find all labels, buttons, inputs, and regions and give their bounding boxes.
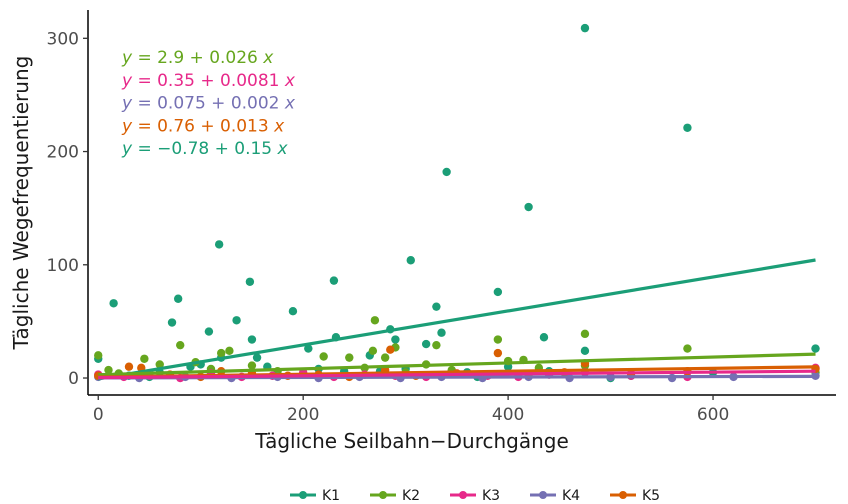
x-tick-label: 0 [93,405,104,425]
data-point-K1 [811,344,820,353]
data-point-K2 [104,365,113,375]
data-point-K1 [421,339,431,349]
legend-marker [299,491,307,499]
data-point-K1 [252,353,262,362]
data-point-K1 [173,294,183,303]
regression-equations: y = 2.9 + 0.026 x y = 0.35 + 0.0081 x y = … [121,48,296,159]
legend-item-K5: K5 [610,488,660,504]
data-point-K1 [214,240,224,249]
data-point-K2 [247,361,257,370]
data-point-K2 [580,329,590,339]
data-point-K1 [167,318,177,327]
legend-marker [539,491,547,499]
data-point-K2 [217,348,226,358]
data-point-K2 [368,346,378,356]
data-point-K1 [580,346,590,356]
data-point-K5 [386,345,395,354]
data-point-K1 [437,328,446,337]
data-point-K1 [524,202,533,212]
data-point-K2 [94,351,103,360]
legend-label: K4 [562,488,580,504]
data-point-K1 [539,333,549,342]
data-point-K1 [329,276,339,285]
y-tick-label: 200 [47,143,79,163]
legend-label: K1 [322,488,340,504]
legend-item-K4: K4 [530,488,580,504]
data-point-K5 [124,362,134,371]
data-point-K1 [109,299,118,308]
legend: K1 K2 K3 K4 K5 [290,488,660,504]
legend-item-K2: K2 [370,488,420,504]
equation-K4: y = 0.075 + 0.002 x [121,94,296,114]
regression-line-K1 [97,258,816,381]
x-tick-label: 400 [492,405,524,425]
x-tick-label: 200 [287,405,319,425]
axes: 0 200 400 600 0 100 200 300 Tägliche Seilbahn−Du… [9,10,836,453]
legend-marker [379,491,387,499]
legend-item-K1: K1 [290,488,340,504]
equation-K3: y = 0.35 + 0.0081 x [121,71,296,91]
data-point-K1 [683,123,692,132]
data-point-K2 [225,346,234,356]
y-axis-title: Tägliche Wegefrequentierung [9,56,33,351]
y-tick-label: 300 [47,29,79,49]
data-point-K2 [319,352,328,361]
data-point-K1 [204,327,214,336]
data-point-K2 [683,344,692,353]
data-point-K2 [493,335,503,344]
data-point-K2 [345,353,354,362]
data-point-K2 [155,360,164,369]
data-point-K1 [442,167,451,177]
data-point-K5 [493,348,503,358]
x-axis-title: Tägliche Seilbahn−Durchgänge [254,429,569,453]
legend-label: K5 [642,488,660,504]
x-tick-label: 600 [697,405,729,425]
y-tick-label: 100 [47,256,79,276]
data-point-K1 [406,256,415,265]
data-point-K1 [391,335,400,344]
data-point-K1 [493,287,503,297]
regression-line-K2 [98,352,816,377]
y-tick-label: 0 [68,369,79,389]
legend-marker [459,491,467,499]
data-point-K1 [247,335,257,344]
plot-area [94,23,820,383]
data-point-K2 [432,340,441,350]
regression-line-K3 [98,369,816,380]
equation-K5: y = 0.76 + 0.013 x [121,116,285,136]
data-point-K2 [380,353,390,362]
legend-label: K3 [482,488,500,504]
legend-item-K3: K3 [450,488,500,504]
data-point-K1 [288,307,298,316]
data-point-K1 [304,344,313,353]
data-point-K1 [580,23,590,33]
legend-label: K2 [402,488,420,504]
data-point-K2 [176,340,185,350]
equation-K2: y = 2.9 + 0.026 x [121,48,274,68]
legend-marker [619,491,627,499]
data-point-K2 [370,316,380,325]
data-point-K1 [245,277,255,286]
data-point-K1 [432,302,441,311]
data-point-K2 [140,354,149,363]
equation-K1: y = −0.78 + 0.15 x [121,139,289,159]
data-point-K1 [232,316,241,325]
